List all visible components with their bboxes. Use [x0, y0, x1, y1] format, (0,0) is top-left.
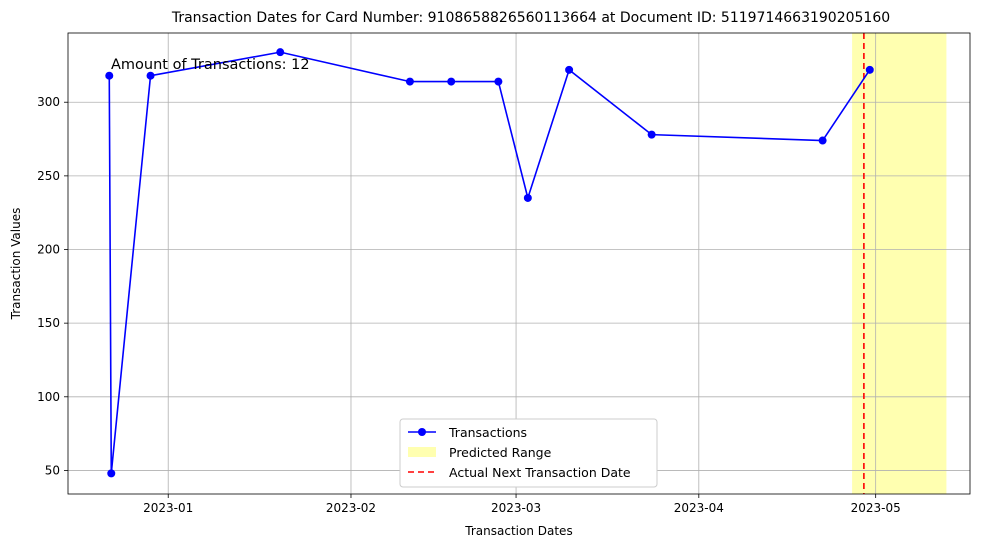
transaction-count-annotation: Amount of Transactions: 12: [111, 57, 310, 73]
legend-transactions-label: Transactions: [448, 425, 527, 440]
y-tick-label: 250: [37, 169, 60, 183]
x-gridlines: [167, 33, 877, 494]
y-tick-label: 50: [45, 463, 60, 477]
plot-background: [68, 33, 970, 494]
x-tick-label: 2023-04: [674, 501, 724, 515]
y-tick-label: 300: [37, 95, 60, 109]
x-axis-label: Transaction Dates: [464, 524, 572, 538]
x-tick-label: 2023-03: [491, 501, 541, 515]
y-tick-label: 150: [37, 316, 60, 330]
transaction-point: [107, 469, 116, 478]
y-tick-label: 200: [37, 243, 60, 257]
legend-predicted-label: Predicted Range: [449, 445, 552, 460]
legend-predicted-swatch: [408, 447, 436, 457]
transaction-point: [405, 77, 414, 86]
y-tick-label: 100: [37, 390, 60, 404]
transaction-point: [865, 65, 874, 74]
transaction-point: [105, 71, 114, 80]
legend-box: [399, 418, 658, 488]
transaction-point: [523, 193, 532, 202]
transaction-point: [276, 48, 285, 57]
transaction-point: [647, 130, 656, 139]
plot-frame: [67, 32, 971, 495]
transaction-point: [565, 65, 574, 74]
transactions-series-points: [105, 48, 874, 478]
predicted-range-band: [852, 33, 947, 494]
legend: Transactions Predicted Range Actual Next…: [399, 418, 658, 488]
y-gridlines: [68, 101, 970, 471]
x-tick-label: 2023-02: [326, 501, 376, 515]
plot-area: [67, 32, 971, 495]
transaction-point: [447, 77, 456, 86]
chart-title: Transaction Dates for Card Number: 91086…: [171, 10, 890, 26]
legend-transactions-marker: [418, 428, 426, 436]
legend-actual-label: Actual Next Transaction Date: [449, 465, 631, 480]
x-tick-label: 2023-05: [851, 501, 901, 515]
transaction-point: [146, 71, 155, 80]
transaction-point: [818, 136, 827, 145]
transaction-point: [494, 77, 503, 86]
x-axis-ticks: 2023-01 2023-02 2023-03 2023-04 2023-05: [143, 494, 901, 515]
y-axis-label: Transaction Values: [9, 208, 23, 321]
y-axis-ticks: 50 100 150 200 250 300: [37, 95, 68, 477]
transactions-series-line: [108, 51, 871, 474]
x-tick-label: 2023-01: [143, 501, 193, 515]
